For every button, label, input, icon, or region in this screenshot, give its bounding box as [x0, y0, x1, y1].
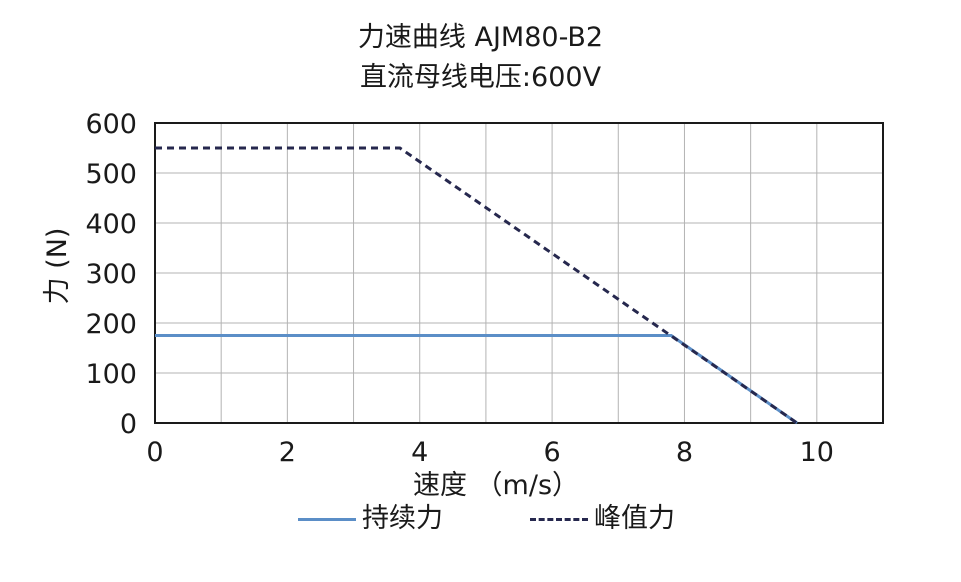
y-tick-label: 400	[85, 209, 137, 240]
x-tick-label: 6	[543, 437, 560, 468]
x-tick-label: 2	[279, 437, 296, 468]
x-tick-label: 8	[676, 437, 693, 468]
y-axis-label: 力 (N)	[42, 228, 73, 305]
x-tick-label: 4	[411, 437, 428, 468]
legend-label-continuous: 持续力	[362, 503, 443, 534]
x-axis-label: 速度 （m/s）	[413, 470, 579, 501]
y-tick-label: 0	[120, 409, 137, 440]
legend-swatch-peak	[530, 518, 588, 521]
y-tick-label: 100	[85, 359, 137, 390]
legend-label-peak: 峰值力	[594, 503, 675, 534]
x-tick-label: 10	[800, 437, 834, 468]
legend-item-continuous: 持续力	[298, 503, 443, 535]
plot-frame	[154, 122, 884, 424]
chart-subtitle: 直流母线电压:600V	[359, 62, 602, 93]
chart-title: 力速曲线 AJM80-B2	[357, 22, 604, 53]
x-tick-label: 0	[146, 437, 163, 468]
series-line-peak-force	[155, 146, 798, 425]
y-tick-label: 300	[85, 259, 137, 290]
legend-item-peak: 峰值力	[530, 503, 675, 535]
series-line-continuous-force	[155, 334, 798, 425]
y-tick-label: 200	[85, 309, 137, 340]
legend-swatch-continuous	[298, 518, 356, 521]
y-tick-label: 500	[85, 159, 137, 190]
y-tick-label: 600	[85, 109, 137, 140]
